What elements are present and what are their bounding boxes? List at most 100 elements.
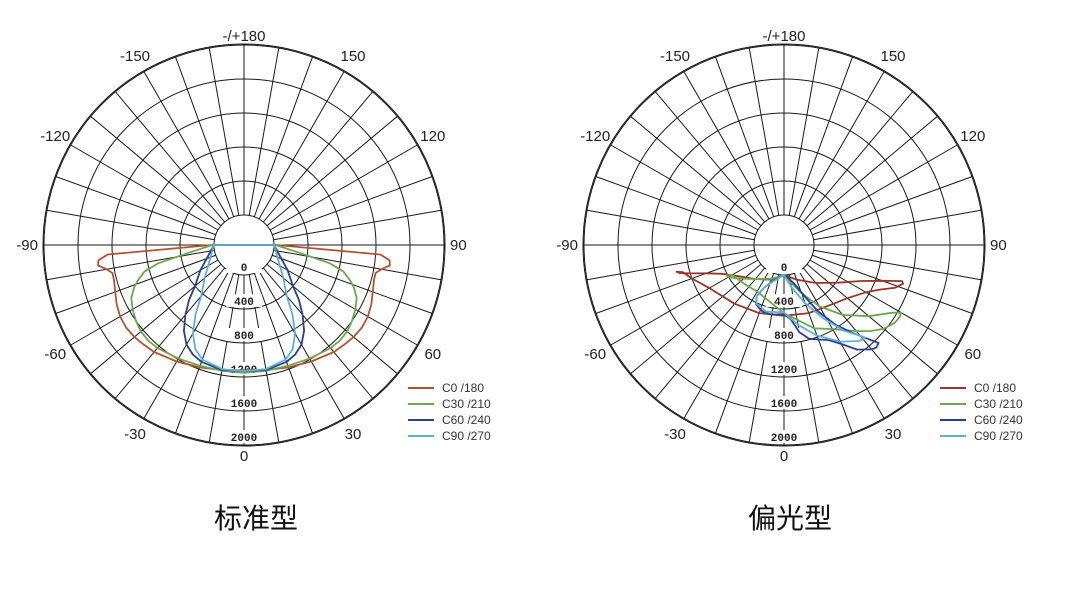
spoke — [813, 249, 982, 281]
radial-label: 2000 — [771, 433, 797, 445]
spoke — [655, 91, 766, 223]
spoke — [208, 47, 240, 216]
angle-label: -30 — [124, 426, 146, 443]
legend-label: C30 /210 — [974, 397, 1023, 411]
spoke — [802, 267, 913, 399]
spoke — [269, 144, 418, 231]
polar-chart-standard: 04008001200160020000306090120150-/+180-3… — [16, 28, 491, 535]
spoke — [812, 176, 973, 236]
radial-label-bg — [766, 328, 802, 341]
angle-label: 90 — [990, 237, 1007, 254]
series-line — [192, 244, 296, 372]
spoke — [630, 263, 762, 374]
angle-label: -/+180 — [763, 28, 806, 45]
spoke — [272, 176, 433, 236]
spoke — [610, 259, 759, 346]
angle-label: -120 — [580, 128, 610, 145]
spoke — [253, 56, 313, 217]
angle-label: -90 — [16, 237, 38, 254]
spoke — [115, 267, 226, 399]
ring-circle — [179, 180, 309, 310]
radial-rings — [582, 43, 986, 447]
spoke — [253, 273, 313, 434]
series-line — [755, 274, 880, 351]
radial-label: 1600 — [231, 399, 257, 411]
legend-label: C0 /180 — [442, 381, 484, 395]
angle-spokes — [44, 45, 444, 445]
angle-label: 0 — [780, 448, 788, 465]
spoke — [143, 71, 230, 220]
radial-label: 0 — [781, 263, 788, 275]
spoke — [802, 91, 913, 223]
spoke — [586, 209, 755, 241]
ring-circle — [651, 112, 917, 378]
spoke — [273, 209, 442, 241]
angle-label: -/+180 — [223, 28, 266, 45]
ring-circle — [77, 78, 411, 412]
angle-spokes — [584, 45, 984, 445]
spoke — [248, 47, 280, 216]
spoke — [655, 267, 766, 399]
legend-label: C90 /270 — [974, 429, 1023, 443]
spoke — [175, 56, 235, 217]
spoke — [809, 259, 958, 346]
spoke — [748, 47, 780, 216]
spoke — [258, 71, 345, 220]
spoke — [793, 56, 853, 217]
radial-label-bg — [226, 328, 262, 341]
angle-label: 30 — [345, 426, 362, 443]
angle-label: -60 — [584, 346, 606, 363]
angle-label: 60 — [964, 346, 981, 363]
spoke — [715, 56, 775, 217]
angle-label: 60 — [424, 346, 441, 363]
outer-ring — [582, 43, 986, 447]
radial-label-bg — [766, 294, 802, 307]
ring-circle — [617, 78, 951, 412]
spoke — [715, 273, 775, 434]
legend: C0 /180 C30 /210 C60 /240 C90 /270 — [940, 381, 1023, 443]
chart-caption: 偏光型 — [748, 502, 832, 535]
legend-label: C60 /240 — [974, 413, 1023, 427]
series-line — [130, 244, 358, 374]
angle-label: 30 — [885, 426, 902, 443]
spoke — [683, 270, 770, 419]
radial-label-bg — [226, 430, 262, 443]
spoke — [798, 71, 885, 220]
ring-circle — [43, 44, 445, 446]
ring-circle — [145, 146, 343, 344]
radial-rings — [42, 43, 446, 447]
spoke — [586, 249, 755, 281]
spoke — [809, 144, 958, 231]
spoke — [813, 209, 982, 241]
series-line — [675, 270, 904, 317]
ring-circle — [111, 112, 377, 378]
spoke — [262, 267, 373, 399]
spoke — [812, 254, 973, 314]
series-curves — [97, 244, 391, 374]
radial-label: 0 — [241, 263, 248, 275]
spoke — [55, 176, 216, 236]
outer-ring — [42, 43, 446, 447]
legend-label: C60 /240 — [442, 413, 491, 427]
radial-label-bg — [226, 260, 262, 273]
spoke — [269, 259, 418, 346]
chart-caption: 标准型 — [214, 502, 298, 535]
spoke — [90, 116, 222, 227]
radial-label-bg — [766, 396, 802, 409]
radial-label-bg — [766, 430, 802, 443]
angle-label: 120 — [960, 128, 985, 145]
ring-circle — [719, 180, 849, 310]
ring-circle — [685, 146, 883, 344]
spoke — [70, 259, 219, 346]
spoke — [683, 71, 770, 220]
angle-label: 150 — [880, 48, 905, 65]
spoke — [595, 254, 756, 314]
angle-label: -90 — [556, 237, 578, 254]
legend: C0 /180 C30 /210 C60 /240 C90 /270 — [408, 381, 491, 443]
polar-chart-polarized: 0 400 800 1200 1600 2000 0 30 60 90 120 150 -/+180 -3… — [556, 28, 1023, 535]
radial-label-bg — [226, 396, 262, 409]
ring-circle — [583, 44, 985, 446]
spoke — [46, 249, 215, 281]
spoke — [70, 144, 219, 231]
